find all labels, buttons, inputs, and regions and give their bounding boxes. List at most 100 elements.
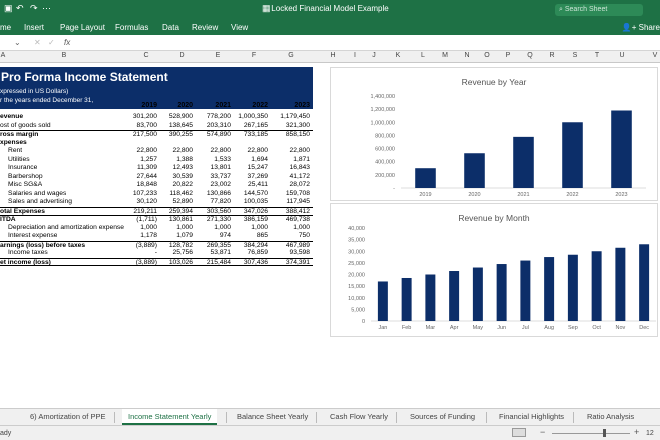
undo-icon[interactable]: ↶ [16,3,24,13]
share-button[interactable]: 👤+ Share [622,23,660,32]
row-label: Sales and advertising [8,198,72,206]
page-layout-icon[interactable] [512,428,526,437]
row-value: 267,165 [243,121,268,129]
column-header[interactable]: M [442,52,448,59]
zoom-in-icon[interactable]: + [634,427,640,437]
row-label: Insurance [8,164,38,172]
tab-data[interactable]: Data [162,23,179,32]
row-value: 76,859 [247,249,268,257]
function-icon[interactable]: fx [64,38,71,47]
chart-bar[interactable] [562,122,583,188]
chart-bar[interactable] [567,254,578,321]
chart-bar[interactable] [472,267,483,321]
statement-row[interactable]: et income (loss) (3,889) 103,026 215,484 307… [0,257,313,267]
y-tick-label: 0 [362,319,365,325]
income-statement-sheet[interactable]: Pro Forma Income Statement xpressed in U… [0,63,315,408]
chart-bar[interactable] [591,251,602,321]
statement-row[interactable]: Income taxes - 25,756 53,871 76,859 93,598 [0,249,313,258]
column-header[interactable]: J [372,52,376,59]
statement-row[interactable]: xpenses [0,139,313,148]
save-icon[interactable]: ▣ [4,3,13,13]
sheet-tab[interactable]: 6) Amortization of PPE [30,412,106,421]
statement-row[interactable]: evenue 301,200 528,900 778,200 1,000,350 1,17… [0,113,313,122]
chart-bar[interactable] [401,277,412,321]
column-header[interactable]: Q [527,52,533,59]
formula-input[interactable] [80,37,655,48]
sheet-tab[interactable]: Financial Highlights [499,412,565,421]
column-header[interactable]: S [572,52,578,59]
statement-row[interactable]: Salaries and wages 107,233 118,462 130,866 1… [0,190,313,199]
column-header[interactable]: E [215,52,221,59]
column-header[interactable]: O [484,52,490,59]
statement-row[interactable]: Interest expense 1,178 1,079 974 865 750 [0,232,313,241]
statement-row[interactable]: otal Expenses 219,211 259,394 303,560 347,02… [0,206,313,216]
sheet-tab-active[interactable]: Income Statement Yearly [122,409,218,425]
more-icon[interactable]: ⋯ [42,3,51,13]
chart-bar[interactable] [513,136,534,188]
statement-row[interactable]: ross margin 217,500 390,255 574,890 733,185 8… [0,130,313,139]
statement-row[interactable]: Utilities 1,257 1,388 1,533 1,694 1,871 [0,156,313,165]
column-header[interactable]: N [464,52,470,59]
revenue-by-year-chart[interactable]: Revenue by Year - 200,000 400,000 600,000 80… [330,67,658,201]
chart-bar[interactable] [377,281,388,321]
column-header[interactable]: D [179,52,185,59]
statement-row[interactable]: ost of goods sold 83,700 138,645 203,310 267… [0,122,313,131]
chart-bar[interactable] [464,153,485,188]
x-tick-label: May [473,325,484,331]
search-input[interactable]: ⌕ Search Sheet [555,4,643,16]
sheet-tab[interactable]: Sources of Funding [410,412,476,421]
column-header[interactable]: T [594,52,600,59]
column-header[interactable]: P [505,52,511,59]
search-icon: ⌕ [559,6,565,13]
statement-row[interactable]: Sales and advertising 30,120 52,890 77,820 1… [0,198,313,207]
statement-row[interactable]: ITDA (1,711) 130,861 271,330 386,159 469,738 [0,215,313,224]
chart-bar[interactable] [425,274,436,322]
tab-insert[interactable]: Insert [24,23,45,32]
chart-bar[interactable] [639,244,650,321]
sheet-tab[interactable]: Ratio Analysis [587,412,635,421]
column-header[interactable]: I [354,52,356,59]
tab-review[interactable]: Review [192,23,219,32]
row-label: arnings (loss) before taxes [0,241,86,249]
tab-page-layout[interactable]: Page Layout [60,23,105,32]
revenue-by-month-chart[interactable]: Revenue by Month 0 5,000 10,000 15,000 20,00… [330,203,658,337]
person-add-icon: 👤+ [621,23,639,32]
chart-bar[interactable] [449,271,460,321]
row-value: 12,493 [172,164,193,172]
statement-row[interactable]: Rent 22,800 22,800 22,800 22,800 22,800 [0,147,313,156]
column-header[interactable]: R [549,52,555,59]
column-header[interactable]: L [421,52,425,59]
chart-bar[interactable] [611,110,632,188]
name-box-dropdown-icon[interactable]: ⌄ [14,38,21,47]
tab-formulas[interactable]: Formulas [115,23,149,32]
sheet-tab[interactable]: Cash Flow Yearly [330,412,388,421]
chart-bar[interactable] [496,264,507,321]
statement-row[interactable]: Insurance 11,309 12,493 13,801 15,247 16,843 [0,164,313,173]
column-header[interactable]: B [61,52,67,59]
chart-bar[interactable] [520,260,531,321]
zoom-out-icon[interactable]: − [540,427,546,437]
chart-bar[interactable] [544,257,555,321]
column-header[interactable]: U [619,52,625,59]
zoom-slider[interactable] [552,433,630,434]
tab-view[interactable]: View [231,23,249,32]
column-header[interactable]: H [330,52,336,59]
confirm-icon[interactable]: ✓ [48,38,55,47]
column-header[interactable]: V [652,52,658,59]
chart-bar[interactable] [415,168,436,188]
column-header[interactable]: F [251,52,257,59]
redo-icon[interactable]: ↷ [30,3,38,13]
zoom-slider-handle[interactable] [603,429,606,437]
sheet-tab[interactable]: Balance Sheet Yearly [237,412,309,421]
statement-row[interactable]: Barbershop 27,644 30,539 33,737 37,269 41,172 [0,173,313,182]
statement-row[interactable]: arnings (loss) before taxes (3,889) 128,78… [0,240,313,250]
statement-row[interactable]: Misc SG&A 18,848 20,822 23,002 25,411 28,072 [0,181,313,190]
column-header[interactable]: C [143,52,149,59]
chart-bar[interactable] [615,247,626,321]
cancel-icon[interactable]: ✕ [34,38,41,47]
column-header[interactable]: K [395,52,401,59]
statement-row[interactable]: Depreciation and amortization expense 1,0… [0,224,313,233]
column-header[interactable]: G [288,52,294,59]
column-header[interactable]: A [0,52,6,59]
tab-home[interactable]: me [0,23,12,32]
